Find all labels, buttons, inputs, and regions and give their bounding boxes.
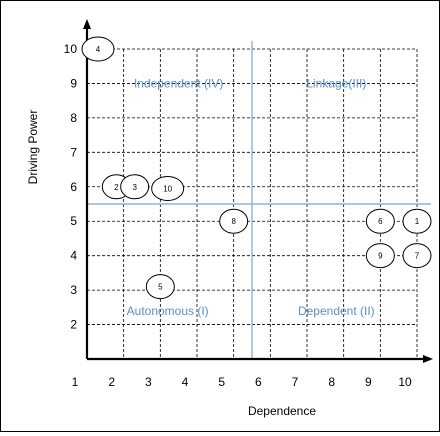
- y-tick-label: 2: [70, 318, 77, 332]
- tick-labels: 1 2 3 4 5 6 7 8 9 10 2 3 4 5 6 7 8 9 10: [64, 42, 412, 389]
- x-tick-label: 7: [292, 375, 299, 389]
- x-tick-label: 6: [255, 375, 262, 389]
- data-point-marker: [81, 36, 115, 62]
- quadrant-label: Dependent (II): [298, 304, 375, 318]
- x-tick-label: 4: [182, 375, 189, 389]
- y-axis-arrow: [83, 19, 91, 29]
- y-tick-label: 9: [70, 76, 77, 90]
- x-tick-label: 10: [398, 375, 412, 389]
- data-point-marker: [145, 274, 175, 300]
- data-point-label: 6: [378, 217, 383, 226]
- data-point-label: 9: [378, 252, 383, 261]
- quadrant-dividers: [87, 41, 431, 359]
- y-tick-label: 4: [70, 249, 77, 263]
- x-tick-label: 9: [365, 375, 372, 389]
- data-point-label: 10: [163, 185, 172, 194]
- x-tick-label: 2: [108, 375, 115, 389]
- y-axis-label: Driving Power: [26, 110, 40, 185]
- data-point-marker: [151, 176, 185, 201]
- data-point-marker: [365, 208, 395, 234]
- data-point-label: 5: [158, 283, 163, 292]
- quadrant-label: Autonomous (I): [127, 304, 209, 318]
- data-point: 7: [402, 243, 432, 269]
- data-point-marker: [402, 208, 432, 234]
- y-tick-label: 8: [70, 111, 77, 125]
- data-point-label: 2: [114, 183, 119, 192]
- data-point: 1: [402, 208, 432, 234]
- data-point-label: 1: [415, 217, 420, 226]
- y-tick-label: 7: [70, 145, 77, 159]
- quadrant-label: Linkage(III): [306, 76, 366, 90]
- x-tick-label: 5: [218, 375, 225, 389]
- data-point-label: 3: [132, 183, 137, 192]
- data-point: 6: [365, 208, 395, 234]
- data-point-label: 8: [231, 217, 236, 226]
- data-point: 5: [145, 274, 175, 300]
- x-axis-label: Dependence: [248, 404, 316, 418]
- axes: [83, 19, 433, 363]
- data-point: 9: [365, 243, 395, 269]
- quadrant-labels: Independent (IV) Linkage(III) Autonomous (…: [127, 76, 375, 317]
- data-point-label: 7: [415, 252, 420, 261]
- data-point-marker: [120, 174, 150, 200]
- data-point: 3: [120, 174, 150, 200]
- data-point-marker: [219, 208, 249, 234]
- data-point-marker: [402, 243, 432, 269]
- data-point-marker: [365, 243, 395, 269]
- data-points: 1 2 3 4 5 6 7 8 9 10: [81, 36, 432, 300]
- data-point-label: 4: [96, 45, 101, 54]
- data-point: 4: [81, 36, 115, 62]
- y-tick-label: 5: [70, 214, 77, 228]
- y-tick-label: 3: [70, 283, 77, 297]
- data-point: 8: [219, 208, 249, 234]
- y-tick-label: 6: [70, 180, 77, 194]
- x-tick-label: 3: [145, 375, 152, 389]
- y-tick-label: 10: [64, 42, 78, 56]
- data-point: 10: [151, 176, 185, 201]
- quadrant-label: Independent (IV): [134, 76, 223, 90]
- x-tick-label: 8: [328, 375, 335, 389]
- x-tick-label: 1: [72, 375, 79, 389]
- x-axis-arrow: [423, 355, 433, 363]
